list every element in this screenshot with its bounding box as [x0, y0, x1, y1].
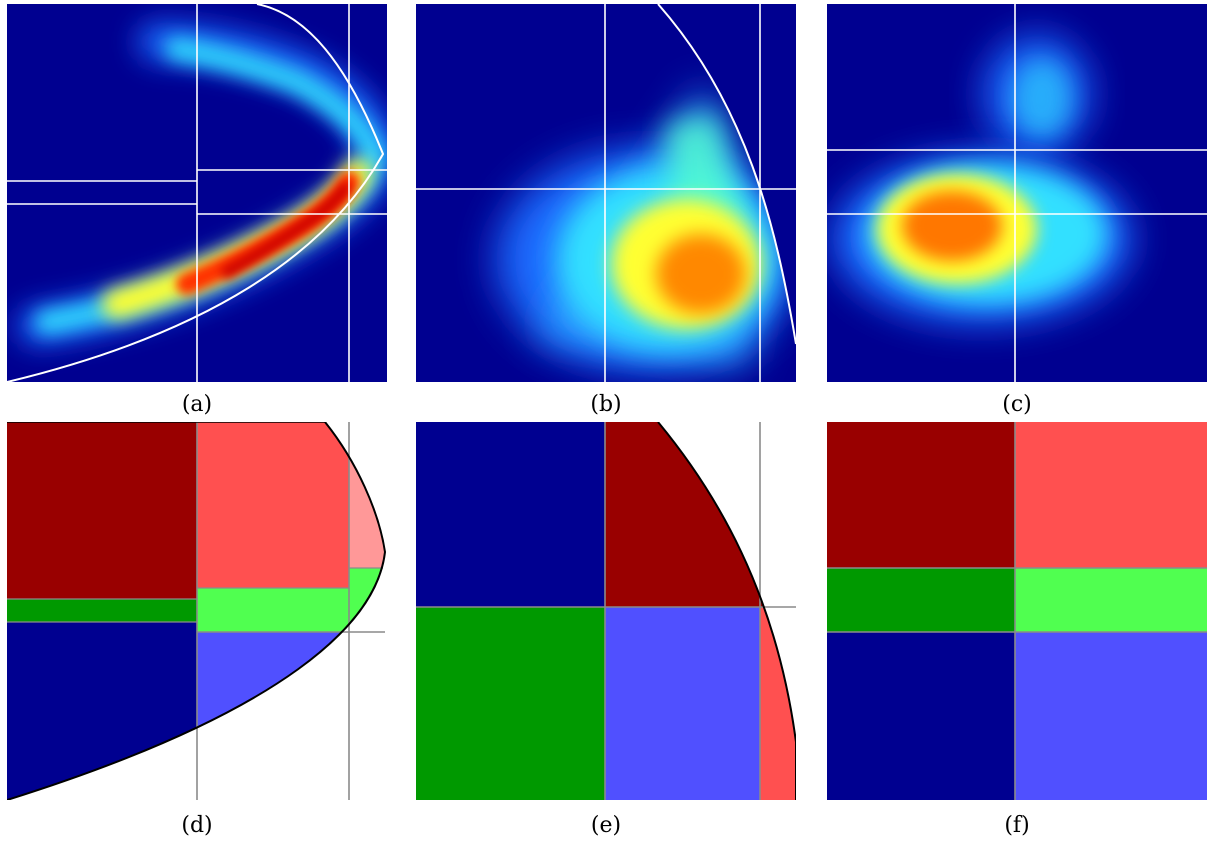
- region-f-dark-red: [827, 422, 1015, 568]
- density-map-b: [416, 4, 796, 382]
- caption-b: (b): [590, 392, 622, 417]
- region-e-blue: [605, 607, 760, 800]
- partition-d: [7, 422, 387, 800]
- panel-d-partition: [7, 422, 387, 800]
- density-map-a: [7, 4, 387, 382]
- caption-d: (d): [181, 813, 213, 838]
- region-d-light-red: [197, 422, 349, 588]
- region-d-dark-green: [7, 599, 197, 622]
- region-e-navy: [416, 422, 605, 607]
- region-f-navy: [827, 632, 1015, 800]
- panel-a-density-map: [7, 4, 387, 382]
- region-e-dark-red: [605, 422, 796, 607]
- region-d-navy: [7, 622, 197, 800]
- region-e-dark-green: [416, 607, 605, 800]
- panel-c-density-map: [827, 4, 1207, 382]
- density-map-c: [827, 4, 1207, 382]
- caption-a: (a): [181, 392, 213, 417]
- caption-c: (c): [1002, 392, 1032, 417]
- caption-e: (e): [590, 813, 622, 838]
- region-f-dark-green: [827, 568, 1015, 632]
- partition-e: [416, 422, 796, 800]
- caption-f: (f): [1004, 813, 1030, 838]
- region-d-dark-red: [7, 422, 197, 599]
- region-f-light-green: [1015, 568, 1207, 632]
- region-f-light-red: [1015, 422, 1207, 568]
- panel-e-partition: [416, 422, 796, 800]
- panel-b-density-map: [416, 4, 796, 382]
- region-d-light-green: [197, 588, 349, 632]
- partition-f: [827, 422, 1207, 800]
- panel-f-partition: [827, 422, 1207, 800]
- region-f-blue: [1015, 632, 1207, 800]
